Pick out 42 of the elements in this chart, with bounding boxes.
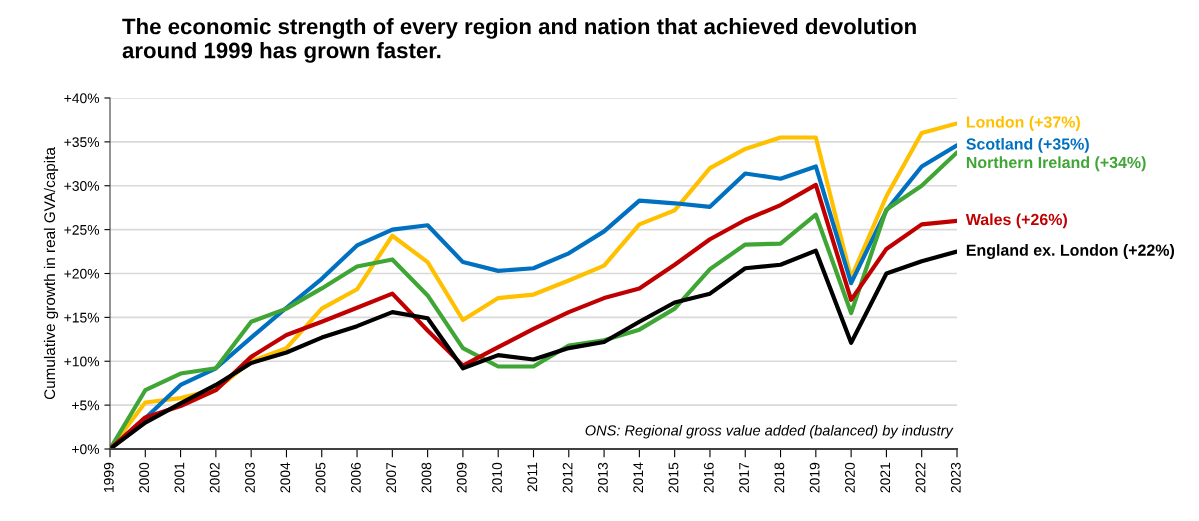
- x-tick-label: 2016: [703, 462, 714, 493]
- x-tick-label: 2002: [209, 462, 220, 493]
- y-tick-label: +35%: [64, 137, 100, 148]
- x-tick-label: 2003: [245, 462, 255, 493]
- y-tick-label: +10%: [64, 356, 100, 367]
- x-tick-label: 2022: [915, 462, 926, 493]
- x-tick-label: 2018: [774, 462, 785, 493]
- x-tick-label: 2023: [950, 462, 961, 493]
- series-label: Scotland (+35%): [966, 137, 1089, 153]
- x-tick-label: 2007: [386, 462, 397, 493]
- x-tick-label: 2000: [139, 462, 150, 493]
- x-tick-label: 2012: [562, 462, 573, 493]
- x-tick-label: 2015: [668, 462, 679, 493]
- x-tick-label: 2017: [739, 462, 749, 493]
- y-tick-label: +40%: [64, 93, 100, 104]
- y-tick-label: +25%: [64, 224, 100, 235]
- y-tick-label: +15%: [64, 312, 100, 323]
- x-tick-label: 2005: [315, 462, 326, 493]
- x-tick-label: 1999: [103, 462, 114, 493]
- series-label: Northern Ireland (+34%): [966, 156, 1146, 172]
- x-tick-label: 2009: [456, 462, 467, 493]
- y-tick-label: +30%: [64, 181, 100, 191]
- y-tick-label: +0%: [72, 444, 100, 455]
- x-tick-label: 2001: [174, 462, 185, 493]
- series-label: London (+37%): [966, 116, 1080, 131]
- annotation: ONS: Regional gross value added (balanced) by industry: [585, 424, 954, 439]
- x-tick-label: 2004: [280, 462, 291, 493]
- y-tick-label: +5%: [72, 400, 100, 411]
- x-tick-label: 2014: [633, 462, 644, 493]
- x-tick-label: 2020: [845, 462, 855, 493]
- x-tick-label: 2010: [492, 462, 502, 493]
- x-tick-label: 2021: [880, 462, 891, 493]
- y-axis-title: Cumulative growth in real GVA/capita: [43, 147, 59, 400]
- x-tick-label: 2011: [527, 462, 538, 492]
- x-tick-label: 2006: [350, 462, 361, 493]
- series-label: Wales (+26%): [965, 213, 1067, 229]
- x-tick-label: 2019: [809, 462, 820, 493]
- chart-title: The economic strength of every region and nation that achieved devolution around 1999 has grown faster.: [122, 18, 916, 63]
- y-tick-label: +20%: [64, 268, 100, 279]
- x-tick-label: 2008: [421, 462, 432, 493]
- series-label: England ex. London (+22%): [966, 244, 1175, 260]
- x-tick-label: 2013: [597, 462, 608, 493]
